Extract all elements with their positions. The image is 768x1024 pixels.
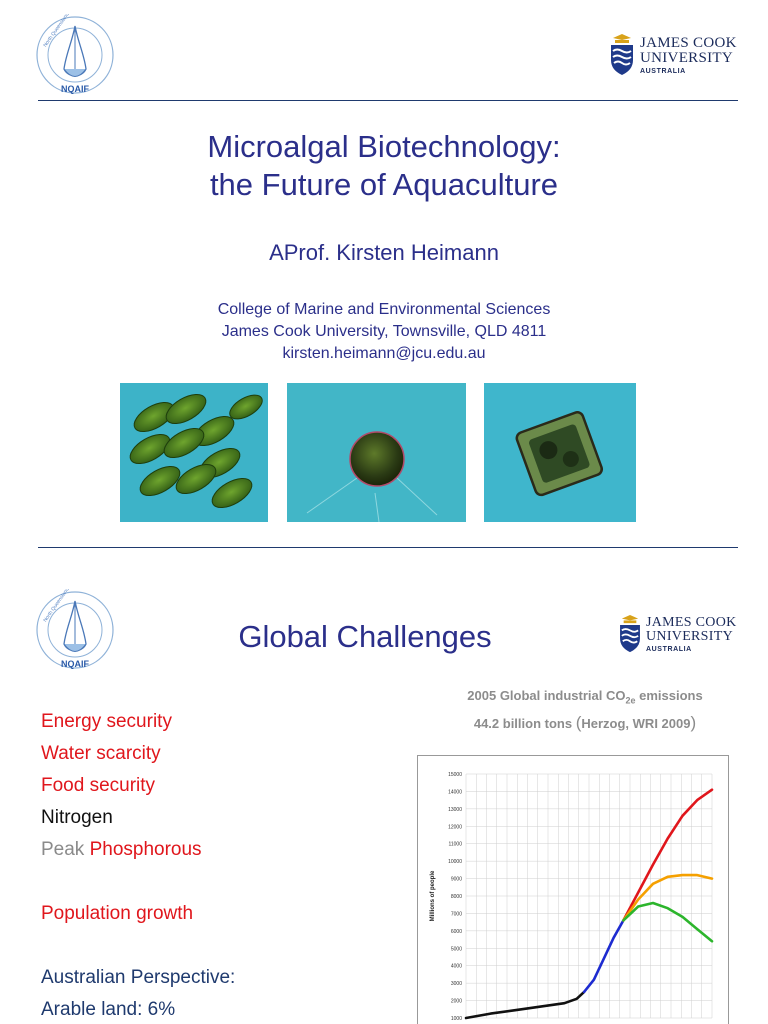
title-line-1: Microalgal Biotechnology: <box>207 129 561 164</box>
bullet-nitrogen: Nitrogen <box>41 807 113 828</box>
header-divider <box>38 100 738 101</box>
photo-algae-diatom <box>484 383 636 522</box>
chart-y-tick-label: 12000 <box>448 824 462 830</box>
bullet-arable: Arable land: 6% <box>41 999 176 1020</box>
jcu-logo-2: JAMES COOK UNIVERSITY AUSTRALIA <box>618 615 737 653</box>
jcu-country-2: AUSTRALIA <box>646 645 692 653</box>
chart-y-tick-label: 1000 <box>451 1016 462 1022</box>
affiliation-college: College of Marine and Environmental Scie… <box>217 301 551 318</box>
bullet-population: Population growth <box>41 903 194 924</box>
jcu-crest-icon <box>611 34 633 75</box>
title-line-2: the Future of Aquaculture <box>209 167 559 202</box>
jcu-crest-icon-2 <box>620 615 640 653</box>
chart-y-tick-label: 14000 <box>448 789 462 795</box>
slide-title-2: Global Challenges <box>238 619 492 654</box>
bullet-australian: Australian Perspective: <box>41 967 236 988</box>
title-slide: North Queensland Algal Identification / … <box>0 0 768 548</box>
chart-y-tick-label: 4000 <box>451 964 462 970</box>
affiliation-university: James Cook University, Townsville, QLD 4… <box>221 323 547 340</box>
challenge-list: Energy security Water scarcity Food secu… <box>41 706 235 1024</box>
chart-series-line-2 <box>622 788 714 922</box>
chart-y-tick-label: 6000 <box>451 929 462 935</box>
nqaif-label-2: NQAIF <box>61 659 90 669</box>
chart-y-tick-label: 5000 <box>451 946 462 952</box>
photo-algae-elongated <box>120 383 268 522</box>
bullet-phosphorous: Peak Phosphorous <box>41 834 235 866</box>
bullet-water: Water scarcity <box>41 743 161 764</box>
chart-y-tick-label: 9000 <box>451 877 462 883</box>
slide-title: Microalgal Biotechnology: the Future of … <box>0 128 768 204</box>
chart-y-tick-label: 2000 <box>451 999 462 1005</box>
bullet-energy: Energy security <box>41 711 172 732</box>
jcu-name-line1: JAMES COOK <box>640 34 737 51</box>
nqaif-label: NQAIF <box>61 84 90 94</box>
chart-y-tick-label: 3000 <box>451 981 462 987</box>
global-challenges-slide: North Queensland Algal Identification / … <box>0 518 768 1024</box>
chart-y-axis-label: Millions of people <box>430 870 436 921</box>
chart-y-tick-label: 8000 <box>451 894 462 900</box>
chart-series-line-0 <box>464 990 586 1020</box>
jcu-name-line2: UNIVERSITY <box>640 49 733 66</box>
co2-line-1: 2005 Global industrial CO2e emissions <box>467 688 703 706</box>
chart-series-line-1 <box>582 919 625 994</box>
chart-series-line-4 <box>622 901 714 943</box>
author-email: kirsten.heimann@jcu.edu.au <box>282 345 486 362</box>
phosphorous-word: Phosphorous <box>89 839 202 860</box>
jcu-country: AUSTRALIA <box>640 67 686 75</box>
bullet-food: Food security <box>41 775 156 796</box>
chart-y-tick-label: 11000 <box>448 842 462 848</box>
slide-divider <box>38 547 738 548</box>
jcu-name-line1-2: JAMES COOK <box>646 614 737 630</box>
chart-y-tick-label: 13000 <box>448 807 462 813</box>
jcu-name-line2-2: UNIVERSITY <box>646 628 733 644</box>
photo-algae-round <box>287 383 466 522</box>
co2-caption: 2005 Global industrial CO2e emissions 44… <box>400 685 768 735</box>
affiliation: College of Marine and Environmental Scie… <box>0 299 768 365</box>
chart-y-tick-label: 10000 <box>448 859 462 865</box>
chart-series-line-3 <box>622 873 714 922</box>
chart-y-tick-label: 7000 <box>451 911 462 917</box>
jcu-logo: JAMES COOK UNIVERSITY AUSTRALIA <box>609 34 737 76</box>
co2-line-2: 44.2 billion tons (Herzog, WRI 2009) <box>473 712 697 732</box>
peak-prefix: Peak <box>41 839 85 860</box>
chart-y-tick-label: 15000 <box>448 772 462 778</box>
population-chart-svg: 1000 2000 3000 4000 5000 6000 7000 8000 9000 1000… <box>430 772 714 1022</box>
nqaif-logo: North Queensland Algal Identification / … <box>34 0 118 96</box>
author-name: AProf. Kirsten Heimann <box>269 240 499 265</box>
population-chart: 1000 2000 3000 4000 5000 6000 7000 8000 9000 1000… <box>417 755 729 1024</box>
